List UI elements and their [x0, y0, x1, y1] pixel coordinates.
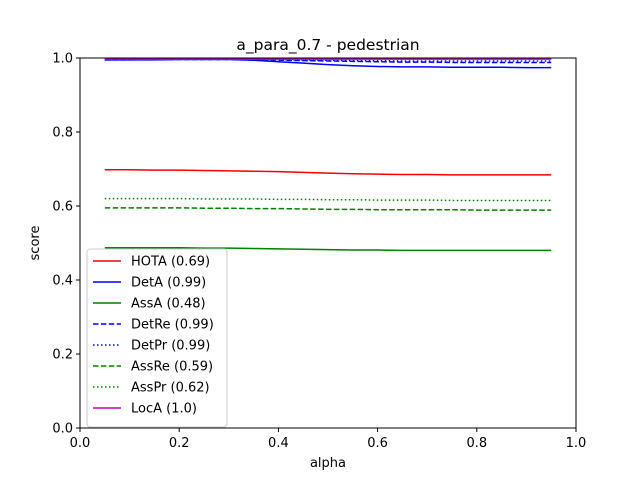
series-line-asspr: [104, 197, 552, 202]
x-tick-label: 0.0: [70, 436, 91, 451]
y-axis: 0.0 0.2 0.4 0.6 0.8 1.0: [52, 52, 80, 437]
plot-frame: [79, 57, 577, 429]
legend-entry-label: AssRe (0.59): [131, 360, 213, 375]
y-tick-label: 0.6: [52, 200, 73, 215]
x-axis-label: alpha: [310, 456, 346, 471]
legend-entry-label: AssPr (0.62): [131, 381, 210, 396]
legend-entry-label: DetA (0.99): [131, 276, 206, 291]
series-group: [104, 58, 552, 252]
x-tick-label: 0.2: [169, 436, 190, 451]
legend-entry-label: DetRe (0.99): [131, 318, 214, 333]
series-line-detpr: [104, 58, 552, 62]
series-line-assre: [104, 207, 552, 211]
y-tick-label: 0.0: [52, 422, 73, 437]
y-tick-label: 0.8: [52, 126, 73, 141]
x-tick-label: 0.4: [268, 436, 289, 451]
series-line-hota: [104, 168, 552, 176]
legend-entry-label: AssA (0.48): [131, 297, 206, 312]
x-tick-label: 0.6: [367, 436, 388, 451]
y-axis-label: score: [28, 226, 43, 261]
legend-entry-label: HOTA (0.69): [131, 255, 210, 270]
y-tick-label: 1.0: [52, 52, 73, 67]
series-line-assa: [104, 247, 552, 252]
y-tick-label: 0.4: [52, 274, 73, 289]
legend-box: [86, 248, 228, 428]
x-axis: 0.0 0.2 0.4 0.6 0.8 1.0: [70, 428, 587, 451]
y-tick-label: 0.2: [52, 348, 73, 363]
chart-title: a_para_0.7 - pedestrian: [236, 36, 419, 55]
legend: HOTA (0.69) DetA (0.99) AssA (0.48) DetRe (…: [86, 248, 228, 428]
legend-entry-label: LocA (1.0): [131, 402, 197, 417]
legend-entry-label: DetPr (0.99): [131, 339, 210, 354]
x-tick-label: 1.0: [566, 436, 587, 451]
x-tick-label: 0.8: [466, 436, 487, 451]
